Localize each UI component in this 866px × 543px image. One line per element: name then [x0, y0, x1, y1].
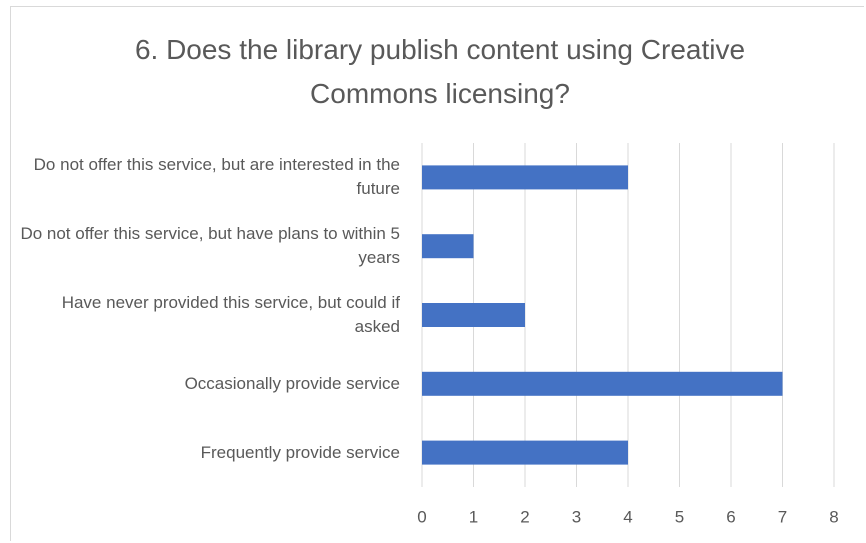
x-tick-label: 0 — [417, 507, 426, 526]
y-tick-label: Do not offer this service, but have plan… — [20, 224, 400, 268]
x-tick-label: 3 — [572, 507, 581, 526]
bar — [422, 371, 783, 396]
x-tick-label: 7 — [778, 507, 787, 526]
chart-title: 6. Does the library publish content usin… — [134, 34, 746, 109]
chart-frame — [10, 6, 864, 541]
bar — [422, 165, 628, 190]
x-tick-label: 6 — [726, 507, 735, 526]
y-tick-label: Frequently provide service — [200, 442, 400, 462]
x-tick-label: 8 — [829, 507, 838, 526]
x-tick-label: 2 — [520, 507, 529, 526]
y-tick-label: Have never provided this service, but co… — [61, 293, 400, 336]
x-tick-label: 5 — [675, 507, 684, 526]
bar — [422, 440, 628, 465]
x-tick-label: 4 — [623, 507, 632, 526]
x-tick-label: 1 — [469, 507, 478, 526]
y-tick-label: Occasionally provide service — [184, 373, 400, 393]
bar — [422, 234, 474, 259]
bar — [422, 303, 525, 327]
y-tick-label: Do not offer this service, but are inter… — [33, 155, 400, 199]
